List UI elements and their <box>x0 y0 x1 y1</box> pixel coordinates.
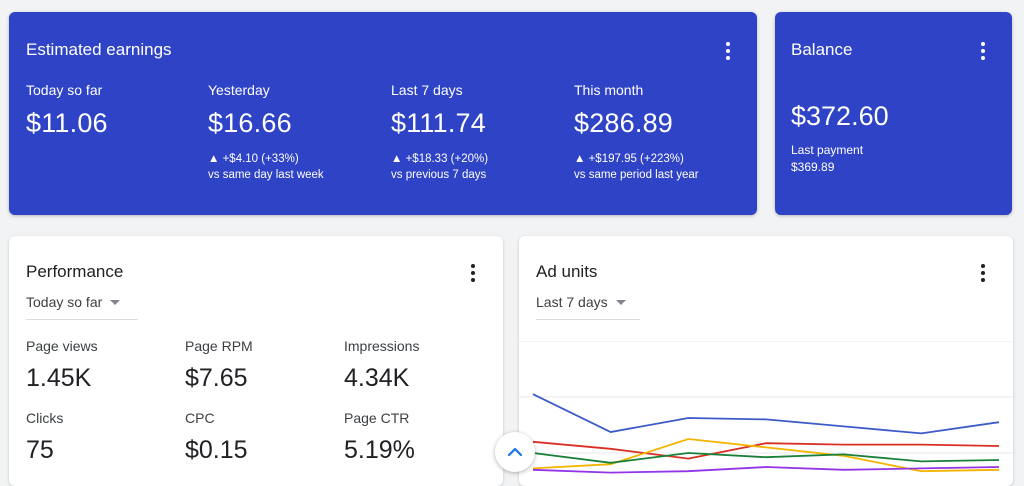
metric-value: 4.34K <box>344 364 410 392</box>
metric-value: 5.19% <box>344 436 415 464</box>
last-payment-value: $369.89 <box>791 160 835 174</box>
metric-label: Today so far <box>26 82 103 98</box>
metric-value: $111.74 <box>391 108 486 138</box>
metric-label: CPC <box>185 410 215 426</box>
performance-card: Performance Today so far Page views 1.45… <box>9 236 503 486</box>
performance-range-select[interactable]: Today so far <box>26 294 138 320</box>
range-label: Today so far <box>26 294 103 310</box>
metric-label: Clicks <box>26 410 64 426</box>
more-vert-icon[interactable] <box>720 40 736 62</box>
ad-units-range-select[interactable]: Last 7 days <box>536 294 640 320</box>
arrow-drop-down-icon <box>615 299 626 305</box>
metric-value: $16.66 <box>208 108 292 138</box>
metric-value: 1.45K <box>26 364 92 392</box>
ad-units-title: Ad units <box>536 262 598 281</box>
metric-compare: vs previous 7 days <box>391 169 487 181</box>
metric-value: $11.06 <box>26 108 108 138</box>
last-payment-label: Last payment <box>791 143 864 157</box>
metric-today: Today so far $11.06 <box>26 82 206 139</box>
metric-label: This month <box>574 82 644 98</box>
more-vert-icon[interactable] <box>465 262 481 284</box>
metric-compare: vs same period last year <box>574 169 699 181</box>
range-label: Last 7 days <box>536 294 608 310</box>
metric-value: $286.89 <box>574 108 673 138</box>
ad-units-line-chart <box>519 341 1013 474</box>
series-line-3 <box>532 438 1000 473</box>
estimated-earnings-card: Estimated earnings Today so far $11.06 Y… <box>9 12 757 215</box>
chevron-up-icon <box>507 447 523 457</box>
series-line-1 <box>532 393 1000 435</box>
metric-last-7-days: Last 7 days $111.74 ▲ +$18.33 (+20%) vs … <box>391 82 571 183</box>
metric-compare: vs same day last week <box>208 169 324 181</box>
metric-this-month: This month $286.89 ▲ +$197.95 (+223%) vs… <box>574 82 754 183</box>
arrow-drop-down-icon <box>110 299 121 305</box>
metric-impressions: Impressions 4.34K <box>344 338 494 393</box>
metric-label: Yesterday <box>208 82 270 98</box>
metric-label: Page views <box>26 338 98 354</box>
more-vert-icon[interactable] <box>975 262 991 284</box>
series-line-2 <box>532 440 1000 460</box>
metric-change: ▲ +$18.33 (+20%) <box>391 153 489 165</box>
metric-label: Page RPM <box>185 338 253 354</box>
metric-yesterday: Yesterday $16.66 ▲ +$4.10 (+33%) vs same… <box>208 82 388 183</box>
metric-page-views: Page views 1.45K <box>26 338 176 393</box>
metric-change: ▲ +$4.10 (+33%) <box>208 153 299 165</box>
metric-value: $0.15 <box>185 436 248 464</box>
metric-label: Impressions <box>344 338 420 354</box>
metric-clicks: Clicks 75 <box>26 410 176 465</box>
metric-label: Last 7 days <box>391 82 463 98</box>
series-line-4 <box>532 452 1000 464</box>
performance-title: Performance <box>26 262 124 281</box>
metric-label: Page CTR <box>344 410 410 426</box>
balance-title: Balance <box>791 40 853 59</box>
ad-units-card: Ad units Last 7 days <box>519 236 1013 486</box>
scroll-up-button[interactable] <box>495 432 535 472</box>
metric-page-rpm: Page RPM $7.65 <box>185 338 335 393</box>
metric-change: ▲ +$197.95 (+223%) <box>574 153 684 165</box>
metric-value: 75 <box>26 436 54 464</box>
balance-card: Balance $372.60 Last payment $369.89 <box>775 12 1012 215</box>
metric-value: $7.65 <box>185 364 248 392</box>
balance-value: $372.60 <box>791 101 889 131</box>
metric-page-ctr: Page CTR 5.19% <box>344 410 494 465</box>
metric-cpc: CPC $0.15 <box>185 410 335 465</box>
earnings-title: Estimated earnings <box>26 40 172 59</box>
more-vert-icon[interactable] <box>975 40 991 62</box>
